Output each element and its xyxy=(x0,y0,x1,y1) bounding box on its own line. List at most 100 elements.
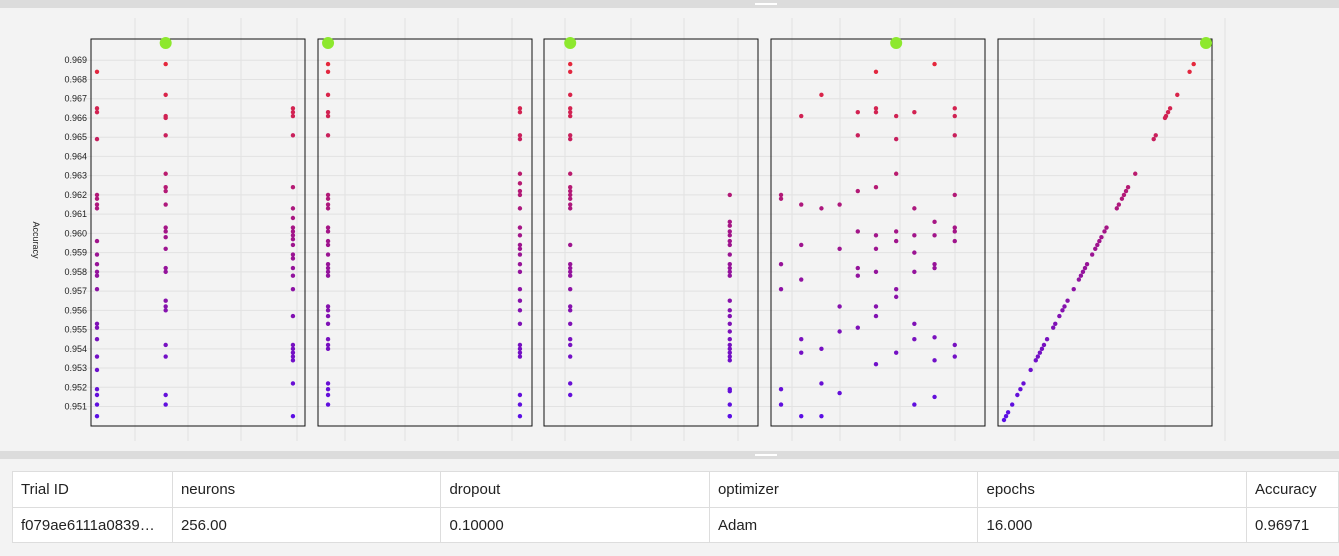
data-point[interactable] xyxy=(952,342,957,348)
data-point[interactable] xyxy=(819,381,824,386)
data-point[interactable] xyxy=(517,136,523,142)
data-point[interactable] xyxy=(94,387,100,392)
data-point[interactable] xyxy=(855,229,860,234)
data-point[interactable] xyxy=(727,238,732,244)
data-point[interactable] xyxy=(1167,106,1173,111)
data-point[interactable] xyxy=(325,206,331,211)
data-point[interactable] xyxy=(873,313,879,319)
data-point[interactable] xyxy=(1133,171,1138,176)
data-point[interactable] xyxy=(517,242,523,248)
data-point[interactable] xyxy=(893,350,899,355)
data-point[interactable] xyxy=(873,106,879,111)
data-point[interactable] xyxy=(1001,417,1007,423)
panel-resize-bar[interactable] xyxy=(0,451,1339,459)
data-point[interactable] xyxy=(94,261,100,267)
data-point[interactable] xyxy=(1119,196,1125,201)
data-point[interactable] xyxy=(727,329,732,334)
table-row[interactable]: f079ae6111a0839… 256.00 0.10000 Adam 16.… xyxy=(12,507,1339,543)
data-point[interactable] xyxy=(163,229,168,234)
data-point[interactable] xyxy=(727,219,732,225)
data-point[interactable] xyxy=(163,246,168,251)
data-point[interactable] xyxy=(568,106,573,111)
data-point[interactable] xyxy=(568,133,573,138)
data-point[interactable] xyxy=(290,206,296,211)
data-point[interactable] xyxy=(290,242,296,248)
data-point[interactable] xyxy=(1062,304,1067,309)
data-point[interactable] xyxy=(727,350,732,355)
data-point[interactable] xyxy=(94,402,100,407)
data-point[interactable] xyxy=(727,223,732,228)
data-point[interactable] xyxy=(1102,229,1107,234)
data-point[interactable] xyxy=(1187,69,1192,74)
data-point[interactable] xyxy=(290,236,296,242)
data-point[interactable] xyxy=(517,181,523,186)
data-point[interactable] xyxy=(837,390,842,396)
data-point[interactable] xyxy=(517,402,523,407)
data-point[interactable] xyxy=(290,225,296,230)
data-point[interactable] xyxy=(325,269,331,275)
data-point[interactable] xyxy=(727,269,732,275)
data-point[interactable] xyxy=(94,269,100,275)
data-point[interactable] xyxy=(855,273,860,278)
data-point[interactable] xyxy=(1065,298,1070,303)
data-point[interactable] xyxy=(952,229,957,234)
data-point[interactable] xyxy=(778,196,784,201)
data-point[interactable] xyxy=(855,325,860,330)
data-point[interactable] xyxy=(1104,225,1109,230)
data-point[interactable] xyxy=(290,229,296,234)
data-point[interactable] xyxy=(163,269,168,275)
data-point[interactable] xyxy=(1035,354,1041,359)
data-point[interactable] xyxy=(1021,381,1026,386)
data-point[interactable] xyxy=(163,308,168,313)
data-point[interactable] xyxy=(1165,109,1171,115)
data-point[interactable] xyxy=(819,413,824,419)
data-point[interactable] xyxy=(1057,313,1062,319)
data-point[interactable] xyxy=(778,402,784,407)
header-dropout[interactable]: dropout xyxy=(440,471,710,508)
data-point[interactable] xyxy=(94,252,100,257)
data-point[interactable] xyxy=(855,133,860,138)
data-point[interactable] xyxy=(952,113,957,119)
data-point[interactable] xyxy=(568,61,573,67)
data-point[interactable] xyxy=(568,202,573,207)
data-point[interactable] xyxy=(727,346,732,352)
data-point[interactable] xyxy=(94,238,100,244)
data-point[interactable] xyxy=(893,286,899,292)
data-point[interactable] xyxy=(290,185,296,190)
data-point[interactable] xyxy=(932,394,937,400)
data-point[interactable] xyxy=(94,69,100,74)
data-point[interactable] xyxy=(727,313,732,319)
header-neurons[interactable]: neurons xyxy=(171,471,442,508)
data-point[interactable] xyxy=(873,269,879,275)
data-point[interactable] xyxy=(1028,367,1033,373)
data-point[interactable] xyxy=(799,113,804,119)
data-point[interactable] xyxy=(94,206,100,211)
data-point[interactable] xyxy=(837,329,842,334)
data-point[interactable] xyxy=(799,350,804,355)
data-point[interactable] xyxy=(1078,273,1084,278)
data-point[interactable] xyxy=(325,392,331,398)
header-trial-id[interactable]: Trial ID xyxy=(12,471,173,508)
data-point[interactable] xyxy=(952,225,957,230)
data-point[interactable] xyxy=(290,265,296,271)
header-optimizer[interactable]: optimizer xyxy=(708,471,979,508)
data-point[interactable] xyxy=(94,336,100,342)
data-point[interactable] xyxy=(517,106,523,111)
data-point[interactable] xyxy=(727,273,732,278)
data-point[interactable] xyxy=(290,252,296,257)
best-trial-marker-dropout[interactable] xyxy=(322,37,335,49)
data-point[interactable] xyxy=(568,342,573,348)
data-point[interactable] xyxy=(873,246,879,251)
data-point[interactable] xyxy=(290,233,296,238)
data-point[interactable] xyxy=(799,242,804,248)
best-trial-marker-accuracy[interactable] xyxy=(1200,37,1212,49)
data-point[interactable] xyxy=(1099,235,1104,240)
data-point[interactable] xyxy=(290,342,296,348)
data-point[interactable] xyxy=(94,273,100,278)
data-point[interactable] xyxy=(517,133,523,138)
data-point[interactable] xyxy=(517,286,523,292)
data-point[interactable] xyxy=(727,388,732,394)
data-point[interactable] xyxy=(727,358,732,363)
data-point[interactable] xyxy=(517,346,523,352)
data-point[interactable] xyxy=(727,229,732,234)
